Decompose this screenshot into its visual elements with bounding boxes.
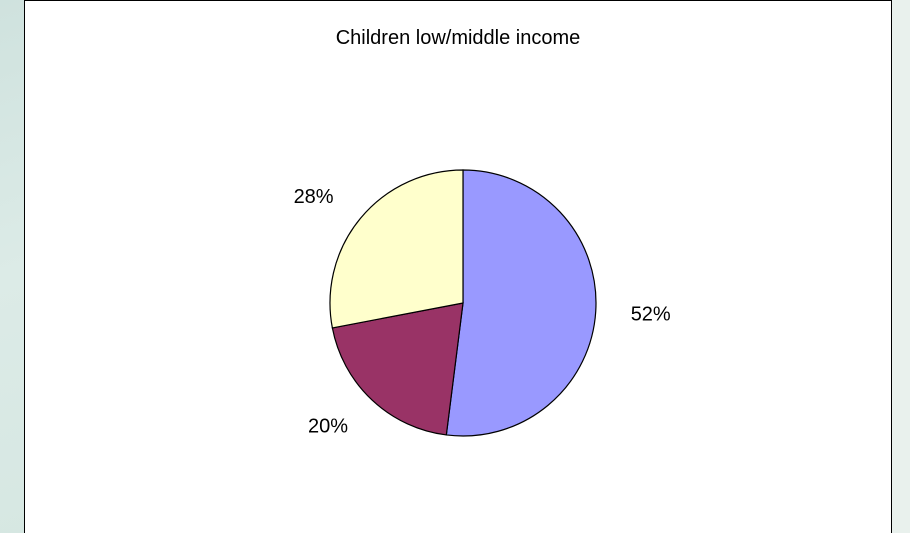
pie-slice-3	[329, 169, 464, 329]
chart-area: Children low/middle income 52% 20% 28%	[24, 0, 892, 533]
pie-slice-label-3: 28%	[294, 186, 334, 208]
chart-title: Children low/middle income	[335, 27, 581, 49]
pie-labels: 52% 20% 28%	[294, 186, 671, 438]
pie-slice-label-1: 52%	[631, 304, 671, 326]
pie-slices	[329, 169, 597, 437]
pie-slice-2	[331, 302, 464, 436]
pie-slice-1	[445, 169, 597, 437]
pie-slice-label-2: 20%	[308, 416, 348, 438]
pie-chart: 52% 20% 28%	[294, 169, 671, 438]
